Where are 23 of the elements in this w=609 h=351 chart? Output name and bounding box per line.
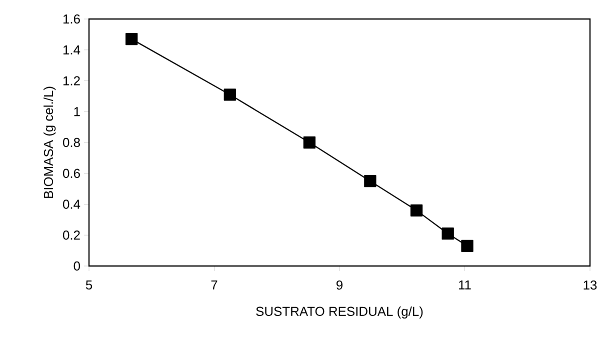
point: [126, 32, 138, 46]
y-tick-label: 0.8: [62, 138, 80, 148]
x-axis-title: SUSTRATO RESIDUAL (g/L): [256, 306, 423, 319]
point: [303, 136, 316, 149]
y-tick-label: 0: [74, 261, 80, 271]
y-tick-label: 0.2: [62, 230, 80, 240]
point: [461, 240, 474, 252]
y-tick-label: 1: [74, 107, 80, 116]
x-tick-label: 13: [584, 280, 597, 290]
y-tick-label: 0.4: [62, 200, 80, 209]
x-tick-label: 9: [336, 280, 342, 290]
point: [224, 88, 236, 101]
y-tick-label: 0.6: [62, 168, 80, 178]
y-tick-label: 1.4: [63, 45, 80, 54]
y-tick-label: 1.2: [63, 76, 80, 86]
point: [410, 204, 423, 216]
point: [364, 175, 376, 188]
x-tick-label: 7: [211, 280, 218, 290]
point: [442, 228, 454, 240]
x-tick-label: 11: [459, 280, 471, 290]
x-tick-label: 5: [86, 280, 92, 290]
y-tick-label: 1.6: [63, 14, 80, 24]
y-axis-title: BIOMASA (g cel./L): [44, 86, 56, 198]
